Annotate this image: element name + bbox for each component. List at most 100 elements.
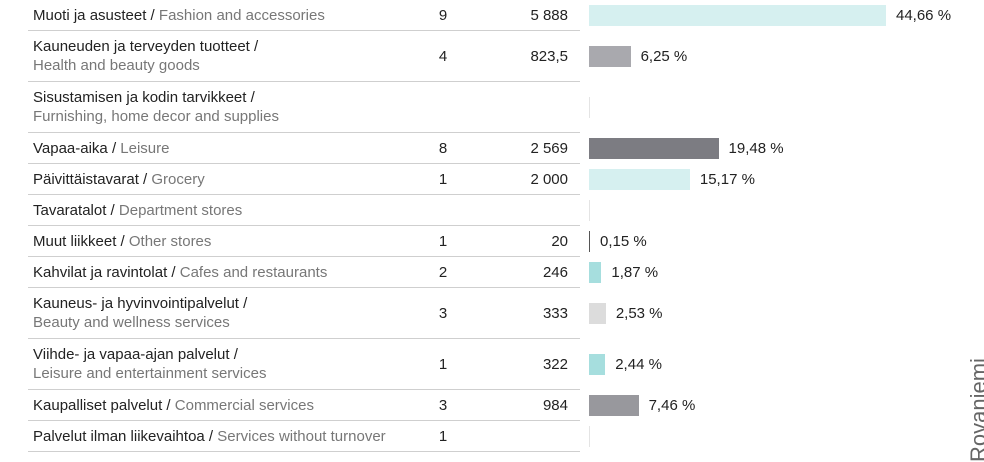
share-label: 19,48 % (728, 140, 784, 157)
name-text: Muoti ja asusteet / Fashion and accessor… (33, 6, 325, 25)
name-text: Kaupalliset palvelut / Commercial servic… (33, 396, 314, 415)
english-name: Other stores (128, 232, 212, 250)
empty-marker (589, 97, 590, 118)
english-name: Beauty and wellness services (33, 314, 230, 331)
share-label: 0,15 % (600, 233, 647, 250)
area: 20 (478, 226, 580, 257)
english-name: Commercial services (174, 396, 314, 414)
area: 823,5 (478, 31, 580, 82)
share-label: 44,66 % (895, 7, 952, 24)
store-count: 4 (408, 31, 478, 82)
bar-cell: 2,53 % (580, 288, 968, 339)
finnish-name: Vapaa-aika / (33, 139, 117, 157)
row-name: Päivittäistavarat / Grocery (28, 164, 408, 195)
share-label: 2,53 % (615, 305, 663, 322)
english-name: Leisure (120, 139, 170, 157)
name-text: Päivittäistavarat / Grocery (33, 170, 205, 189)
store-count: 1 (408, 421, 478, 452)
finnish-name: Kauneuden ja terveyden tuotteet / (33, 38, 259, 55)
bar-cell: 7,46 % (580, 390, 968, 421)
table-row: Päivittäistavarat / Grocery 1 2 000 15,17 % (28, 164, 968, 195)
share-bar (589, 262, 602, 283)
area (478, 195, 580, 226)
share-label: 7,46 % (648, 397, 696, 414)
store-count: 1 (408, 339, 478, 390)
area: 5 888 (478, 0, 580, 31)
finnish-name: Kahvilat ja ravintolat / (33, 263, 176, 281)
name-text: Muut liikkeet / Other stores (33, 232, 211, 251)
finnish-name: Tavaratalot / (33, 201, 115, 219)
row-name: Sisustamisen ja kodin tarvikkeet / Furni… (28, 82, 408, 133)
row-name: Viihde- ja vapaa-ajan palvelut / Leisure… (28, 339, 408, 390)
store-count: 2 (408, 257, 478, 288)
store-count: 9 (408, 0, 478, 31)
english-name: Grocery (151, 170, 205, 188)
store-count (408, 82, 478, 133)
table-row: Kahvilat ja ravintolat / Cafes and resta… (28, 257, 968, 288)
row-name: Kauneus- ja hyvinvointipalvelut / Beauty… (28, 288, 408, 339)
finnish-name: Kaupalliset palvelut / (33, 396, 171, 414)
share-bar (589, 395, 639, 416)
area: 333 (478, 288, 580, 339)
share-bar (589, 46, 631, 67)
store-count (408, 195, 478, 226)
store-count: 1 (408, 226, 478, 257)
share-bar (589, 231, 590, 252)
bar-cell: 1,87 % (580, 257, 968, 288)
bar-cell: 19,48 % (580, 133, 968, 164)
row-name: Muut liikkeet / Other stores (28, 226, 408, 257)
english-name: Cafes and restaurants (179, 263, 328, 281)
english-name: Fashion and accessories (158, 6, 325, 24)
store-count: 3 (408, 288, 478, 339)
english-name: Health and beauty goods (33, 57, 200, 74)
name-text: Kauneus- ja hyvinvointipalvelut / Beauty… (33, 294, 403, 332)
side-label: Rovaniemi (966, 358, 984, 462)
share-label: 6,25 % (640, 48, 688, 65)
bar-cell: 2,44 % (580, 339, 968, 390)
table: Muoti ja asusteet / Fashion and accessor… (28, 0, 968, 452)
finnish-name: Päivittäistavarat / (33, 170, 148, 188)
share-bar (589, 5, 886, 26)
name-text: Kauneuden ja terveyden tuotteet / Health… (33, 37, 403, 75)
table-row: Kaupalliset palvelut / Commercial servic… (28, 390, 968, 421)
row-name: Vapaa-aika / Leisure (28, 133, 408, 164)
name-text: Sisustamisen ja kodin tarvikkeet / Furni… (33, 88, 403, 126)
table-row: Muoti ja asusteet / Fashion and accessor… (28, 0, 968, 31)
share-bar (589, 138, 719, 159)
share-bar (589, 354, 606, 375)
area (478, 82, 580, 133)
table-row: Muut liikkeet / Other stores 1 20 0,15 % (28, 226, 968, 257)
finnish-name: Muut liikkeet / (33, 232, 125, 250)
bar-cell (580, 82, 968, 133)
name-text: Vapaa-aika / Leisure (33, 139, 169, 158)
english-name: Furnishing, home decor and supplies (33, 108, 279, 125)
name-text: Viihde- ja vapaa-ajan palvelut / Leisure… (33, 345, 403, 383)
row-name: Tavaratalot / Department stores (28, 195, 408, 226)
english-name: Department stores (118, 201, 243, 219)
name-text: Kahvilat ja ravintolat / Cafes and resta… (33, 263, 327, 282)
table-row: Viihde- ja vapaa-ajan palvelut / Leisure… (28, 339, 968, 390)
finnish-name: Palvelut ilman liikevaihtoa / (33, 427, 214, 445)
row-name: Muoti ja asusteet / Fashion and accessor… (28, 0, 408, 31)
empty-marker (589, 426, 590, 447)
bar-cell: 6,25 % (580, 31, 968, 82)
finnish-name: Kauneus- ja hyvinvointipalvelut / (33, 295, 248, 312)
store-count: 8 (408, 133, 478, 164)
area (478, 421, 580, 452)
name-text: Palvelut ilman liikevaihtoa / Services w… (33, 427, 386, 446)
table-row: Tavaratalot / Department stores (28, 195, 968, 226)
area: 2 569 (478, 133, 580, 164)
bar-cell: 15,17 % (580, 164, 968, 195)
english-name: Services without turnover (217, 427, 386, 445)
bar-cell (580, 195, 968, 226)
finnish-name: Muoti ja asusteet / (33, 6, 155, 24)
share-bar (589, 303, 606, 324)
table-row: Sisustamisen ja kodin tarvikkeet / Furni… (28, 82, 968, 133)
share-label: 2,44 % (615, 356, 662, 373)
share-label: 1,87 % (611, 264, 659, 281)
row-name: Kauneuden ja terveyden tuotteet / Health… (28, 31, 408, 82)
store-count: 3 (408, 390, 478, 421)
area: 984 (478, 390, 580, 421)
row-name: Palvelut ilman liikevaihtoa / Services w… (28, 421, 408, 452)
